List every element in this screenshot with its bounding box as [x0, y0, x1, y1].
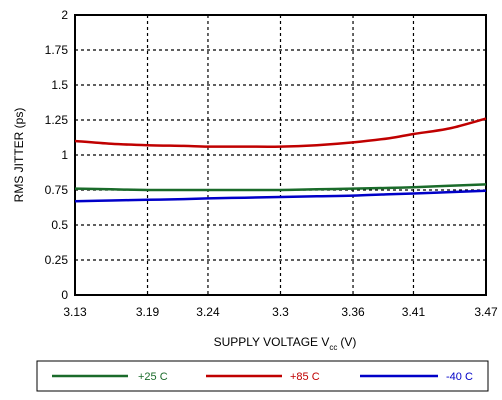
series-lines — [74, 117, 487, 203]
y-tick-label: 1 — [61, 148, 68, 162]
legend-label: +25 C — [138, 371, 168, 383]
series-line-1 — [74, 183, 487, 192]
x-tick-label: 3.47 — [474, 305, 498, 319]
y-tick-label: 0.75 — [45, 183, 69, 197]
x-tick-label: 3.3 — [272, 305, 289, 319]
x-axis-label-unit: (V) — [340, 335, 356, 349]
series-line-2 — [74, 117, 487, 148]
y-tick-labels: 0 0.25 0.5 0.75 1 1.25 1.5 1.75 2 — [45, 8, 69, 302]
x-tick-label: 3.13 — [63, 305, 87, 319]
x-axis-label-main: SUPPLY VOLTAGE V — [214, 335, 330, 349]
legend: +25 C +85 C -40 C — [52, 371, 473, 383]
y-tick-label: 0 — [61, 288, 68, 302]
legend-label: +85 C — [290, 371, 320, 383]
x-tick-labels: 3.13 3.19 3.24 3.3 3.36 3.41 3.47 — [63, 305, 498, 319]
x-tick-label: 3.19 — [136, 305, 160, 319]
y-axis-label: RMS JITTER (ps) — [12, 108, 26, 203]
y-tick-label: 1.25 — [45, 113, 69, 127]
x-tick-label: 3.41 — [402, 305, 426, 319]
y-tick-label: 2 — [61, 8, 68, 22]
legend-label: -40 C — [446, 371, 473, 383]
y-tick-label: 1.5 — [51, 78, 68, 92]
y-tick-label: 0.25 — [45, 253, 69, 267]
y-tick-label: 1.75 — [45, 43, 69, 57]
x-axis-label-subscript: cc — [329, 343, 337, 352]
plot-frame — [74, 14, 487, 296]
series-line-3 — [74, 189, 487, 203]
x-tick-label: 3.24 — [196, 305, 220, 319]
x-axis-label: SUPPLY VOLTAGE Vcc (V) — [214, 335, 357, 352]
y-tick-label: 0.5 — [51, 218, 68, 232]
grid-lines — [75, 15, 486, 295]
x-tick-label: 3.36 — [341, 305, 365, 319]
